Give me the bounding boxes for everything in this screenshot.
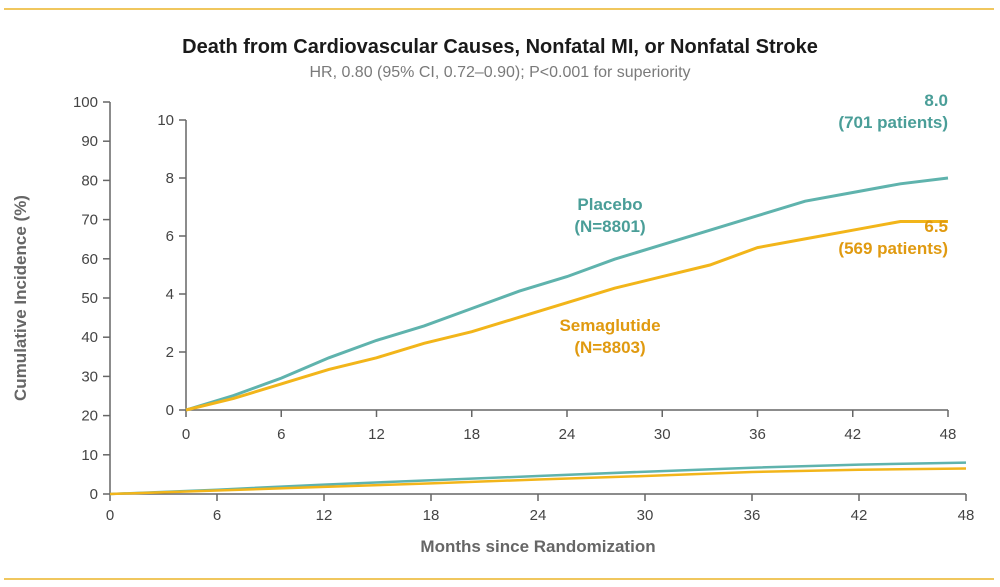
chart-title: Death from Cardiovascular Causes, Nonfat… [182,36,818,58]
inset-x-tick-label: 18 [463,426,480,443]
semaglutide-end-note: (569 patients) [838,239,948,258]
semaglutide-label: Semaglutide [559,316,660,335]
x-axis-label: Months since Randomization [420,537,655,556]
placebo-end-note: (701 patients) [838,113,948,132]
main-x-tick-label: 12 [316,507,333,524]
semaglutide-end-value: 6.5 [924,217,948,236]
main-x-tick-label: 18 [423,507,440,524]
inset-y-tick-label: 0 [166,402,174,419]
y-axis-label: Cumulative Incidence (%) [11,195,30,401]
placebo-end-value: 8.0 [924,91,948,110]
inset-x-tick-label: 30 [654,426,671,443]
inset-y-tick-label: 8 [166,170,174,187]
chart-subtitle: HR, 0.80 (95% CI, 0.72–0.90); P<0.001 fo… [309,64,691,81]
main-y-tick-label: 90 [81,133,98,150]
inset-x-tick-label: 0 [182,426,190,443]
main-x-tick-label: 24 [530,507,547,524]
main-y-tick-label: 50 [81,290,98,307]
placebo-label: Placebo [577,195,642,214]
main-y-tick-label: 70 [81,212,98,229]
main-series-line-semaglutide [109,467,967,496]
inset-series-line-placebo [185,176,949,412]
main-y-tick-label: 0 [90,486,98,503]
placebo-n-label: (N=8801) [574,217,645,236]
semaglutide-n-label: (N=8803) [574,338,645,357]
inset-x-tick-label: 24 [559,426,576,443]
inset-y-tick-label: 6 [166,228,174,245]
inset-y-tick-label: 2 [166,344,174,361]
main-y-tick-label: 20 [81,408,98,425]
inset-x-tick-label: 6 [277,426,285,443]
inset-x-tick-label: 48 [940,426,957,443]
main-y-tick-label: 10 [81,447,98,464]
inset-x-tick-label: 12 [368,426,385,443]
main-x-tick-label: 30 [637,507,654,524]
inset-x-tick-label: 36 [749,426,766,443]
inset-y-tick-label: 4 [166,286,174,303]
main-x-tick-label: 36 [744,507,761,524]
main-y-tick-label: 100 [73,94,98,111]
main-x-tick-label: 6 [213,507,221,524]
main-y-tick-label: 40 [81,329,98,346]
bottom-rule [4,578,994,580]
main-y-tick-label: 30 [81,368,98,385]
main-y-tick-label: 60 [81,251,98,268]
inset-series-line-semaglutide [185,220,948,412]
main-y-tick-label: 80 [81,172,98,189]
main-x-tick-label: 42 [851,507,868,524]
main-x-tick-label: 48 [958,507,975,524]
main-x-tick-label: 0 [106,507,114,524]
inset-y-tick-label: 10 [157,112,174,129]
top-rule [4,8,994,10]
inset-x-tick-label: 42 [844,426,861,443]
main-series-line-placebo [109,461,967,496]
